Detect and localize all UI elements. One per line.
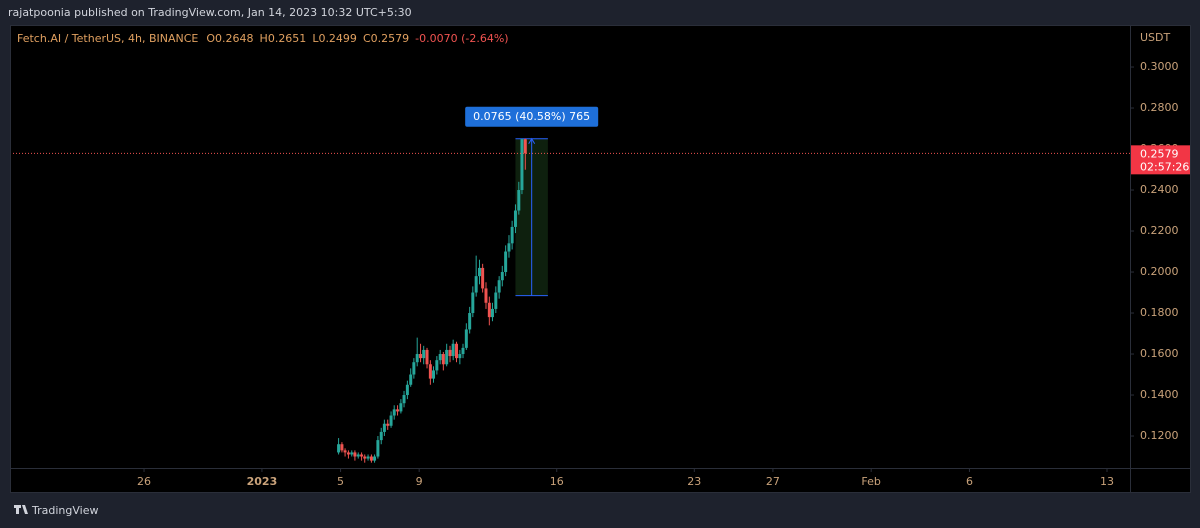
- legend-value: L0.2499: [312, 32, 357, 45]
- legend-value: H0.2651: [260, 32, 307, 45]
- last-price-tag: [1131, 145, 1190, 175]
- candle-body: [484, 288, 488, 303]
- x-tick-label: 9: [416, 475, 423, 488]
- candle-body: [405, 384, 409, 396]
- candle-body: [360, 454, 364, 457]
- candle-body: [422, 349, 426, 359]
- candle-body: [415, 354, 419, 363]
- currency-label: USDT: [1140, 31, 1171, 44]
- candle-body: [376, 440, 380, 457]
- candle-body: [369, 456, 373, 461]
- candle-body: [435, 360, 439, 371]
- candle-body: [455, 343, 459, 359]
- candle-body: [517, 190, 521, 211]
- candle-body: [392, 409, 396, 416]
- measure-arrowhead: [528, 137, 536, 145]
- legend-value: -0.0070 (-2.64%): [415, 32, 508, 45]
- candle-body: [346, 452, 350, 455]
- last-price-label: 0.2579: [1140, 147, 1179, 160]
- candle-body: [523, 139, 527, 154]
- candle-body: [379, 431, 383, 441]
- candle-body: [337, 444, 341, 453]
- candle-body: [487, 302, 491, 318]
- candle-body: [451, 343, 455, 357]
- candle-body: [340, 444, 344, 451]
- candle-body: [428, 364, 432, 379]
- legend-value: C0.2579: [363, 32, 409, 45]
- tradingview-logo: [14, 505, 28, 514]
- candle-body: [389, 415, 393, 426]
- candle-body: [386, 423, 390, 426]
- candle-body: [373, 456, 377, 461]
- candle-body: [356, 454, 360, 457]
- symbol-legend: Fetch.AI / TetherUS, 4h, BINANCE: [17, 32, 198, 45]
- x-tick-label: 6: [966, 475, 973, 488]
- x-tick-label: 5: [337, 475, 344, 488]
- candle-body: [399, 403, 403, 412]
- candle-body: [513, 210, 517, 227]
- x-tick-label: 27: [766, 475, 780, 488]
- measure-label: 0.0765 (40.58%) 765: [465, 106, 599, 127]
- plot-area: [11, 137, 1130, 463]
- candle-body: [382, 423, 386, 432]
- candle-body: [419, 354, 423, 359]
- measure-label-text: 0.0765 (40.58%) 765: [473, 110, 590, 123]
- x-tick-label: 13: [1100, 475, 1114, 488]
- candle-body: [366, 456, 370, 459]
- y-tick-label: 0.1600: [1140, 347, 1179, 360]
- candle-body: [494, 292, 498, 309]
- y-tick-label: 0.2400: [1140, 183, 1179, 196]
- candle-body: [396, 409, 400, 412]
- candle-body: [445, 349, 449, 365]
- candle-body: [363, 456, 367, 459]
- publish-header: rajatpoonia published on TradingView.com…: [8, 6, 412, 19]
- candle-body: [438, 354, 442, 361]
- y-tick-label: 0.1200: [1140, 429, 1179, 442]
- candle-body: [490, 308, 494, 318]
- y-tick-label: 0.2200: [1140, 224, 1179, 237]
- chart-panel: [10, 25, 1191, 493]
- candle-body: [432, 370, 436, 379]
- candle-body: [497, 280, 501, 293]
- candle-body: [448, 349, 452, 357]
- candle-body: [441, 354, 445, 365]
- candle-body: [474, 276, 478, 293]
- candle-body: [520, 139, 524, 191]
- candle-body: [412, 362, 416, 375]
- x-tick-label: 16: [550, 475, 564, 488]
- candle-body: [504, 251, 508, 273]
- y-tick-label: 0.1800: [1140, 306, 1179, 319]
- candle-body: [402, 395, 406, 404]
- axes: 0.1200 0.1400 0.1600 0.1800 0.2000 0.2200 0.24…: [137, 60, 1190, 488]
- candle-body: [468, 313, 472, 330]
- y-tick-label: 0.3000: [1140, 60, 1179, 73]
- y-tick-label: 0.2800: [1140, 101, 1179, 114]
- candle-body: [353, 452, 357, 457]
- footer-brand: TradingView: [31, 504, 98, 517]
- x-tick-label: 23: [687, 475, 701, 488]
- legend-value: O0.2648: [206, 32, 253, 45]
- candle-body: [510, 226, 514, 244]
- candle-body: [464, 329, 468, 348]
- candle-body: [507, 243, 511, 252]
- candle-body: [425, 349, 429, 365]
- candle-body: [409, 374, 413, 385]
- candle-body: [350, 452, 354, 455]
- x-tick-label: 2023: [247, 475, 278, 488]
- x-tick-label: Feb: [861, 475, 880, 488]
- candle-body: [500, 272, 504, 281]
- countdown-label: 02:57:26: [1140, 160, 1189, 173]
- candle-body: [343, 450, 347, 453]
- y-tick-label: 0.2000: [1140, 265, 1179, 278]
- candle-body: [481, 267, 485, 289]
- candle-body: [471, 292, 475, 314]
- measure-label-bg: [465, 106, 599, 127]
- x-tick-label: 26: [137, 475, 151, 488]
- y-tick-label: 0.1400: [1140, 388, 1179, 401]
- candle-body: [477, 267, 481, 277]
- candle-body: [461, 347, 465, 355]
- candle-body: [458, 354, 462, 359]
